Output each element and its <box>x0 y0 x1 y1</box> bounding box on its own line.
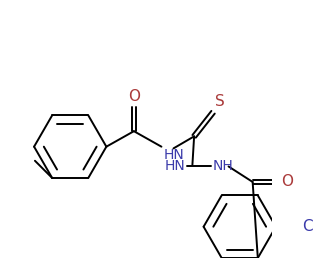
Text: O: O <box>281 175 293 189</box>
Text: O: O <box>128 89 140 104</box>
Text: S: S <box>215 94 225 109</box>
Text: Cl: Cl <box>302 219 314 234</box>
Text: HN: HN <box>163 148 184 162</box>
Text: HN: HN <box>165 160 186 173</box>
Text: NH: NH <box>213 160 234 173</box>
